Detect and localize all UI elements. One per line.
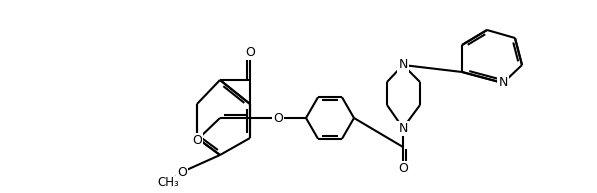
Text: O: O: [192, 134, 202, 146]
Text: N: N: [498, 76, 507, 90]
Text: CH₃: CH₃: [157, 177, 179, 190]
Text: O: O: [177, 166, 187, 179]
Text: N: N: [398, 122, 408, 135]
Text: O: O: [273, 112, 283, 124]
Text: N: N: [398, 58, 408, 71]
Text: O: O: [245, 46, 255, 58]
Text: O: O: [398, 162, 408, 174]
